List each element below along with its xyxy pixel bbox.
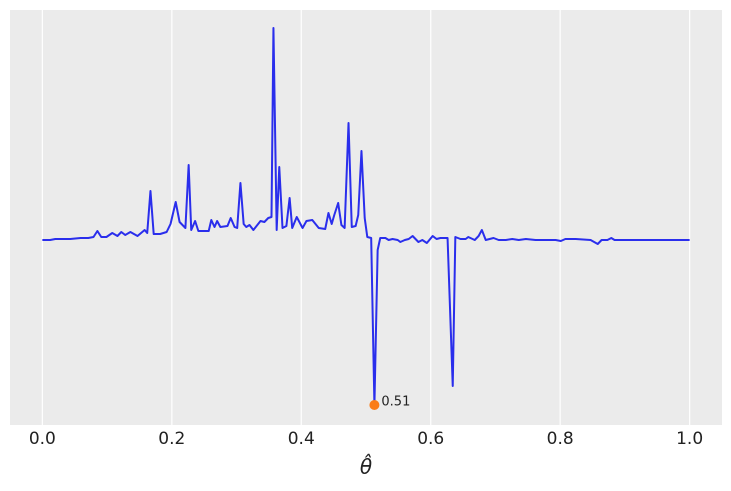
x-tick-label: 0.8 [547,429,574,449]
highlight-point [369,400,380,410]
x-tick-label: 1.0 [676,429,703,449]
point-label: 0.51 [381,395,410,410]
x-tick-label: 0.6 [417,429,444,449]
plot-area [10,10,722,425]
x-tick-label: 0.0 [29,429,56,449]
x-tick-label: 0.2 [158,429,185,449]
line [42,27,690,406]
x-tick-label: 0.4 [288,429,315,449]
x-axis-label: θ̂ [360,454,372,479]
